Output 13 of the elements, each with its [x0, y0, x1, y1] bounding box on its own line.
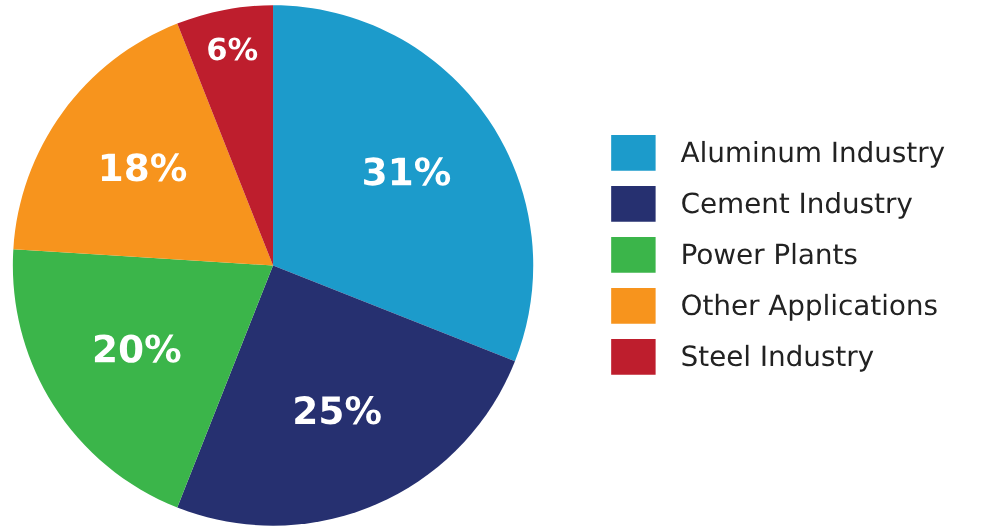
legend-label: Power Plants	[683, 242, 857, 265]
legend-label: Steel Industry	[682, 344, 874, 372]
data-label: 31%	[364, 157, 451, 186]
data-label: 20%	[94, 334, 181, 363]
data-label: 25%	[295, 396, 381, 425]
data-label: 18%	[101, 153, 187, 182]
legend-label: Other Applications	[682, 293, 937, 321]
data-label: 6%	[208, 37, 258, 61]
pie-slice	[273, 5, 534, 362]
pie-slice	[13, 23, 274, 266]
legend-label: Cement Industry	[682, 191, 913, 219]
legend-label: Aluminum Industry	[680, 140, 945, 168]
pie-slice	[12, 249, 274, 508]
